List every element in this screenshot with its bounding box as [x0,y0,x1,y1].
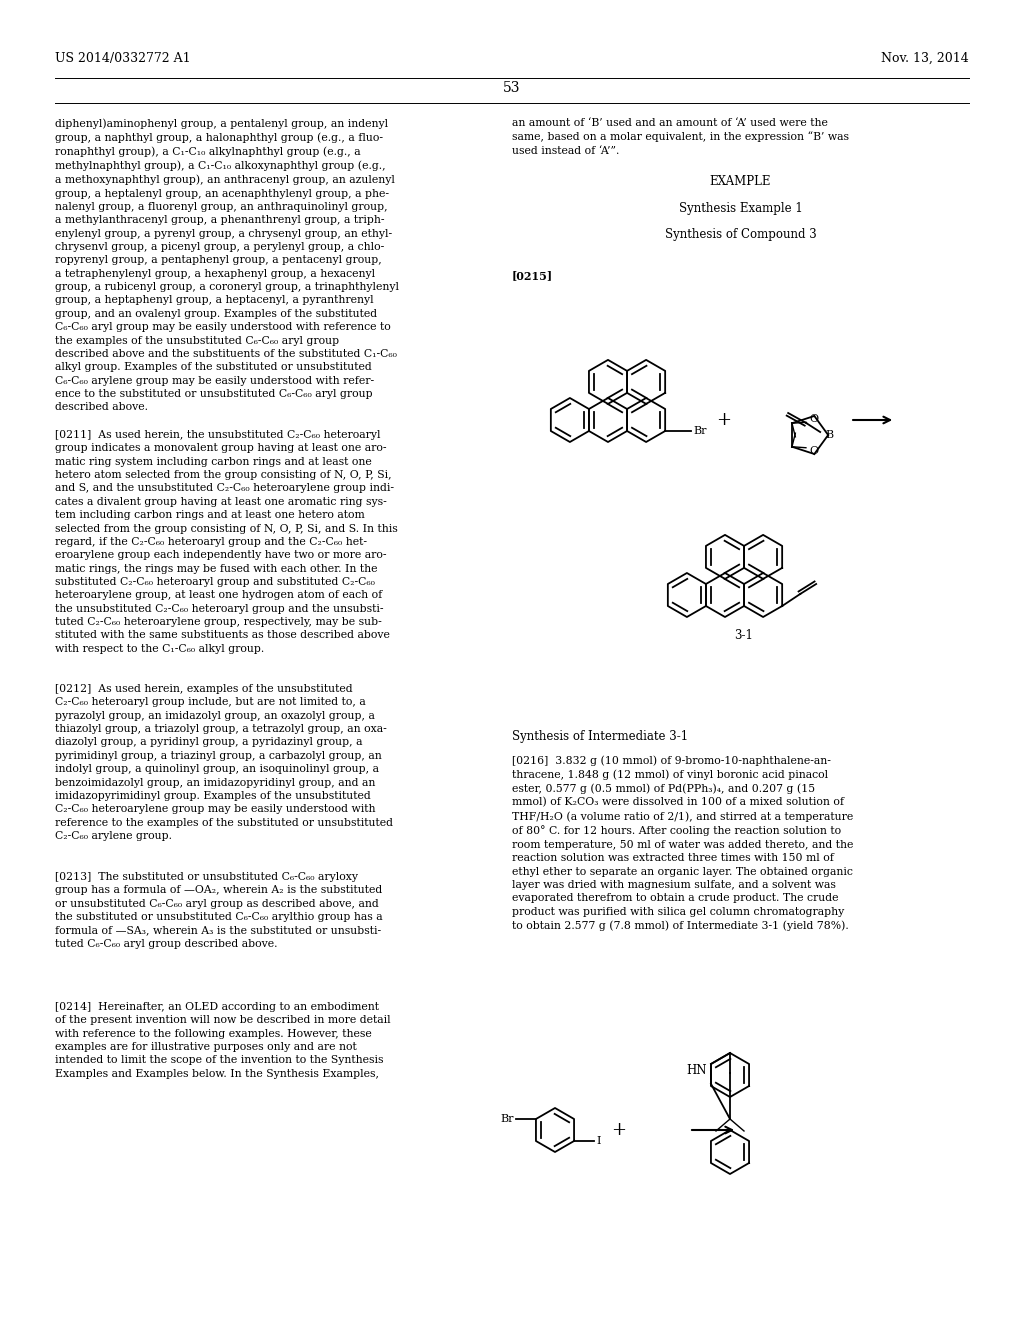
Text: [0211]  As used herein, the unsubstituted C₂-C₆₀ heteroaryl
group indicates a mo: [0211] As used herein, the unsubstituted… [55,430,397,653]
Text: US 2014/0332772 A1: US 2014/0332772 A1 [55,51,190,65]
Text: Br: Br [501,1114,514,1125]
Text: Synthesis of Intermediate 3-1: Synthesis of Intermediate 3-1 [512,730,688,743]
Text: [0212]  As used herein, examples of the unsubstituted
C₂-C₆₀ heteroaryl group in: [0212] As used herein, examples of the u… [55,684,393,841]
Text: O: O [810,446,819,455]
Text: +: + [716,411,731,429]
Text: Br: Br [693,426,707,436]
Text: an amount of ‘B’ used and an amount of ‘A’ used were the
same, based on a molar : an amount of ‘B’ used and an amount of ‘… [512,117,849,156]
Text: [0215]: [0215] [512,271,553,281]
Text: [0213]  The substituted or unsubstituted C₆-C₆₀ aryloxy
group has a formula of —: [0213] The substituted or unsubstituted … [55,873,383,949]
Text: [0216]  3.832 g (10 mmol) of 9-bromo-10-naphthalene-an-
thracene, 1.848 g (12 mm: [0216] 3.832 g (10 mmol) of 9-bromo-10-n… [512,755,853,931]
Text: Synthesis of Compound 3: Synthesis of Compound 3 [665,228,816,242]
Text: B: B [825,430,834,440]
Text: Synthesis Example 1: Synthesis Example 1 [679,202,803,215]
Text: 53: 53 [503,81,521,95]
Text: EXAMPLE: EXAMPLE [710,176,771,187]
Text: +: + [611,1121,627,1139]
Text: [0214]  Hereinafter, an OLED according to an embodiment
of the present invention: [0214] Hereinafter, an OLED according to… [55,1002,390,1078]
Text: diphenyl)aminophenyl group, a pentalenyl group, an indenyl
group, a naphthyl gro: diphenyl)aminophenyl group, a pentalenyl… [55,117,399,412]
Text: HN: HN [686,1064,707,1077]
Text: Nov. 13, 2014: Nov. 13, 2014 [882,51,969,65]
Text: 3-1: 3-1 [734,630,754,642]
Text: I: I [596,1137,600,1146]
Text: O: O [810,414,819,424]
